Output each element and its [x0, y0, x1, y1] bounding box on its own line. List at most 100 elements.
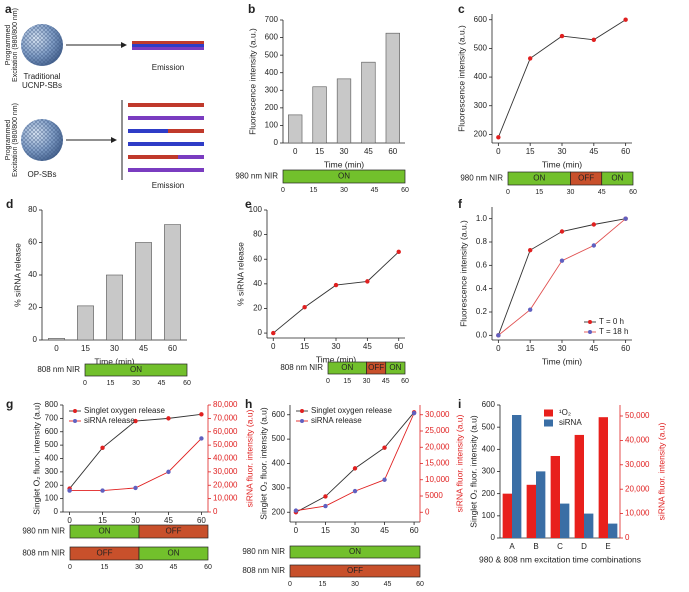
x-tick-label: 60 [388, 147, 397, 156]
y-axis-label: Singlet O₂ fluor. intensity (a.u) [258, 407, 268, 520]
y-tick-label: 500 [272, 434, 286, 443]
y-tick-label: 100 [482, 511, 496, 520]
y-tick-label: 0 [258, 328, 263, 337]
y-axis-label: % siRNA release [12, 243, 22, 307]
y-tick-label: 400 [474, 72, 488, 81]
timeline-state: OFF [97, 549, 113, 558]
y-tick-label: 200 [45, 480, 59, 489]
x-tick-label: 30 [558, 147, 567, 156]
x-tick-label: 60 [197, 516, 206, 525]
x-tick-label: 15 [526, 344, 535, 353]
x-tick-label: 15 [98, 516, 107, 525]
marker [527, 307, 533, 312]
legend-label: Singlet oxygen release [84, 406, 165, 415]
x-tick-label: 0 [293, 147, 298, 156]
y2-tick-label: 15,000 [425, 459, 450, 468]
emission-stripe [128, 116, 204, 120]
y2-tick-label: 0 [213, 507, 218, 516]
timeline-tick-label: 60 [416, 581, 424, 588]
x-axis-label: Time (min) [542, 159, 582, 169]
x-tick-label: B [533, 542, 538, 551]
timeline-state: ON [389, 363, 401, 372]
emission-stripe [132, 41, 204, 44]
y2-tick-label: 30,000 [625, 460, 650, 469]
y-tick-label: 0.6 [476, 260, 488, 269]
y2-tick-label: 20,000 [625, 484, 650, 493]
x-axis-label: Time (min) [94, 356, 134, 366]
bar [77, 305, 94, 341]
bar [608, 523, 618, 538]
y-tick-label: 100 [265, 121, 279, 130]
timeline-tick-label: 45 [158, 380, 166, 387]
timeline-segment [601, 171, 634, 186]
timeline-tick-label: 45 [170, 564, 178, 571]
y-tick-label: 20 [253, 304, 262, 313]
x-tick-label: 45 [164, 516, 173, 525]
marker [100, 488, 105, 493]
panel-label: f [458, 197, 463, 211]
y2-axis-label: siRNA fluor. intensity (a.u) [454, 414, 464, 512]
y-tick-label: 1.0 [476, 214, 488, 223]
timeline-tick-label: 0 [83, 380, 87, 387]
y2-tick-label: 50,000 [625, 411, 650, 420]
marker [293, 508, 299, 513]
y2-tick-label: 25,000 [425, 426, 450, 435]
legend-label: T = 0 h [599, 317, 624, 326]
y-tick-label: 60 [28, 238, 37, 247]
timeline-segment [138, 546, 209, 561]
panel-label: a [5, 2, 12, 16]
y-tick-label: 300 [482, 467, 496, 476]
emission-stripe [128, 155, 178, 159]
y-tick-label: 300 [45, 467, 59, 476]
y-tick-label: 20 [28, 303, 37, 312]
legend-label: ¹O₂ [559, 408, 571, 417]
marker [411, 410, 417, 416]
timeline-tick-label: 0 [288, 581, 292, 588]
x-tick-label: 0 [271, 342, 276, 351]
x-tick-label: 30 [110, 344, 119, 353]
marker [352, 466, 358, 471]
y-tick-label: 400 [482, 444, 496, 453]
marker [199, 412, 204, 417]
timeline-label: 808 nm NIR [37, 365, 80, 374]
legend-label: Singlet oxygen release [311, 406, 392, 415]
x-tick-label: 45 [380, 526, 389, 535]
emission-stripe [128, 142, 204, 146]
y2-tick-label: 0 [425, 507, 430, 516]
timeline-label: 980 nm NIR [460, 174, 503, 183]
line [272, 251, 400, 334]
timeline-segment [385, 361, 406, 375]
emission-label: Emission [152, 63, 184, 72]
emission-label: Emission [152, 181, 184, 190]
y-tick-label: 500 [474, 44, 488, 53]
marker [333, 282, 339, 288]
timeline-segment [138, 524, 209, 539]
timeline-segment [282, 169, 406, 184]
y-tick-label: 200 [482, 489, 496, 498]
bar [385, 32, 400, 144]
bar [560, 503, 570, 538]
timeline-tick-label: 15 [535, 189, 543, 196]
y-tick-label: 80 [28, 205, 37, 214]
timeline-state: OFF [166, 527, 182, 536]
marker [527, 56, 533, 61]
marker [623, 17, 628, 22]
timeline-state: ON [168, 549, 180, 558]
marker [396, 249, 401, 255]
x-tick-label: 30 [340, 147, 349, 156]
timeline-tick-label: 60 [401, 378, 409, 385]
y-tick-label: 100 [45, 494, 59, 503]
emission-stripe [128, 103, 204, 107]
timeline-label: 980 nm NIR [242, 547, 285, 556]
panel-label: c [458, 2, 465, 16]
y-tick-label: 300 [474, 101, 488, 110]
y-axis-label: % siRNA release [235, 242, 245, 306]
y-tick-label: 300 [272, 483, 286, 492]
legend-label: T = 18 h [599, 327, 628, 336]
y2-tick-label: 5000 [425, 491, 443, 500]
y-tick-label: 500 [45, 440, 59, 449]
y2-axis-label: siRNA fluor. intensity (a.u) [244, 409, 254, 507]
timeline-tick-label: 60 [204, 564, 212, 571]
x-tick-label: 30 [332, 342, 341, 351]
timeline-tick-label: 30 [567, 189, 575, 196]
